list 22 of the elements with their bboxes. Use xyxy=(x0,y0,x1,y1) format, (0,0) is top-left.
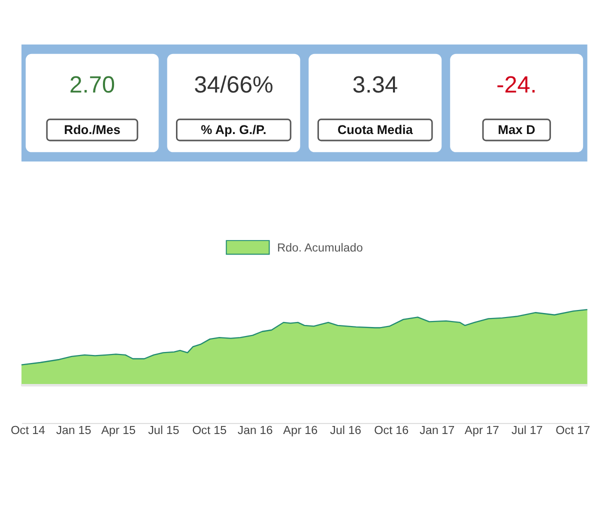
category-label: -24. xyxy=(496,71,537,98)
x-tick-label: Jan 15 xyxy=(56,424,92,438)
text: Rdo./Mes xyxy=(64,122,120,137)
text: Cuota Media xyxy=(337,122,414,137)
category-label: 34/66% xyxy=(194,71,274,98)
x-tick-label: Apr 17 xyxy=(464,424,500,438)
x-tick-label: Apr 15 xyxy=(101,424,136,438)
x-tick-label: Jan 17 xyxy=(420,424,455,438)
x-tick-label: Jul 16 xyxy=(330,424,362,438)
category-label: 2.70 xyxy=(69,71,115,98)
text: Max D xyxy=(498,122,536,137)
legend-label: Rdo. Acumulado xyxy=(277,241,364,254)
x-tick-label: Oct 15 xyxy=(192,424,228,438)
x-tick-label: Oct 16 xyxy=(374,424,409,438)
text: % Ap. G./P. xyxy=(200,122,266,137)
x-tick-label: Jan 16 xyxy=(238,424,273,438)
category-label: 3.34 xyxy=(352,71,398,98)
x-tick-label: Jul 17 xyxy=(512,424,543,438)
x-tick-label: Jul 15 xyxy=(148,424,180,438)
x-tick-label: Apr 16 xyxy=(283,424,318,438)
x-tick-label: Oct 17 xyxy=(556,424,590,438)
x-tick-label: Oct 14 xyxy=(10,424,46,438)
